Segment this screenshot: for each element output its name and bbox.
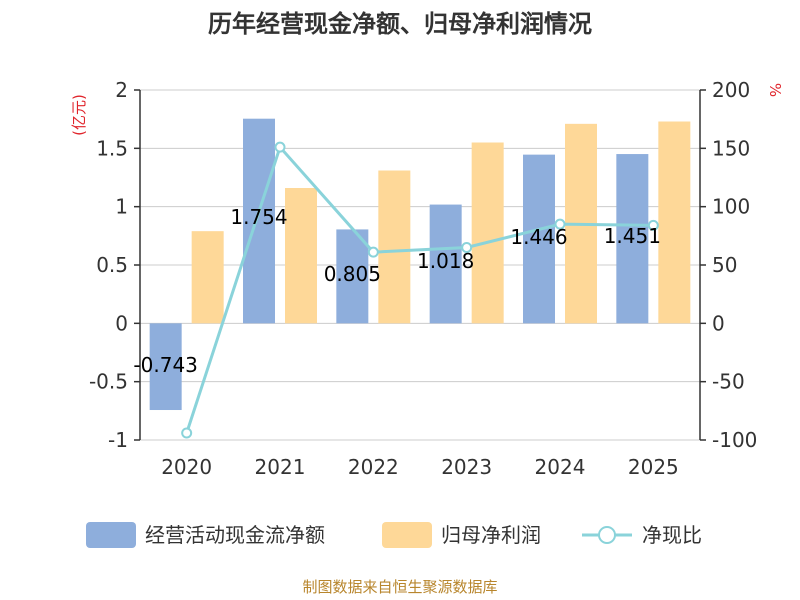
left-tick-label: 0.5 [96,253,128,277]
left-tick-label: 1.5 [96,136,128,160]
data-label-cash-flow: 1.446 [510,225,567,249]
x-tick-label: 2020 [161,455,212,479]
bars [149,118,691,411]
bar-net-profit [378,170,411,324]
gridlines [140,89,700,441]
axes [134,89,706,441]
bar-cash-flow [616,154,649,324]
chart-title: 历年经营现金净额、归母净利润情况 [208,10,592,38]
right-tick-label: 200 [712,78,750,102]
left-tick-label: 2 [115,78,128,102]
data-label-cash-flow: -0.743 [133,353,197,377]
data-label-cash-flow: 0.805 [324,262,381,286]
ratio-point [647,219,659,231]
legend-swatch-net-profit [382,522,432,548]
right-tick-label: 150 [712,136,750,160]
x-tick-label: 2021 [255,455,306,479]
left-tick-label: 1 [115,195,128,219]
bar-net-profit [658,121,691,324]
legend-swatch-cash-flow [86,522,136,548]
x-tick-label: 2024 [535,455,586,479]
left-axis-unit: (亿元) [70,94,88,136]
right-tick-label: 0 [712,311,725,335]
right-tick-label: 50 [712,253,737,277]
ratio-point [367,246,379,258]
right-axis-unit: % [766,83,784,97]
legend-label-ratio: 净现比 [642,523,702,547]
right-tick-label: 100 [712,195,750,219]
x-axis-ticks: 2020 2021 2022 2023 2024 2025 [161,455,679,479]
right-tick-label: -100 [712,428,757,452]
x-tick-label: 2023 [441,455,492,479]
bar-cash-flow [429,204,462,324]
right-tick-label: -50 [712,370,745,394]
data-label-cash-flow: 1.451 [604,224,661,248]
ratio-point [274,141,286,153]
left-tick-label: -0.5 [89,370,128,394]
legend-marker-ratio [598,526,616,544]
bar-net-profit [471,142,504,324]
ratio-point [181,427,193,439]
bar-cash-flow [523,154,555,324]
bar-cash-flow [243,118,275,324]
bar-cash-flow [336,229,369,324]
bar-net-profit [191,231,224,324]
data-label-cash-flow: 1.754 [230,205,287,229]
left-tick-label: -1 [108,428,128,452]
data-labels: -0.743 1.754 0.805 1.018 1.446 1.451 [133,205,661,377]
bar-cash-flow [149,323,182,411]
legend-label-cash-flow: 经营活动现金流净额 [145,523,325,547]
left-axis-ticks: 2 1.5 1 0.5 0 -0.5 -1 [89,78,128,452]
legend-label-net-profit: 归母净利润 [441,523,541,547]
data-label-cash-flow: 1.018 [417,249,474,273]
ratio-point [554,218,566,230]
ratio-line [181,141,659,439]
ratio-line-path [185,144,654,434]
source-note: 制图数据来自恒生聚源数据库 [302,578,497,596]
x-tick-label: 2022 [348,455,399,479]
left-tick-label: 0 [115,311,128,335]
right-axis-ticks: 200 150 100 50 0 -50 -100 [712,78,757,452]
bar-net-profit [285,188,317,324]
ratio-point [461,242,473,253]
legend: 经营活动现金流净额 归母净利润 净现比 [86,522,702,548]
x-tick-label: 2025 [628,455,679,479]
